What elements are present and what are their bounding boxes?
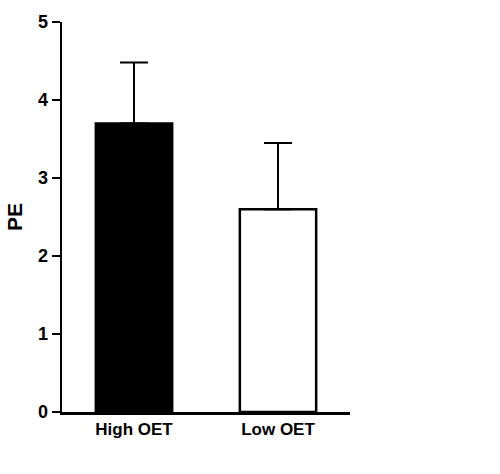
svg-text:Low OET: Low OET — [241, 420, 315, 439]
svg-text:4: 4 — [38, 90, 48, 110]
svg-text:3: 3 — [38, 168, 48, 188]
svg-text:0: 0 — [38, 402, 48, 422]
svg-text:1: 1 — [38, 324, 48, 344]
svg-text:PE: PE — [3, 203, 26, 231]
svg-text:High OET: High OET — [95, 420, 173, 439]
svg-text:5: 5 — [38, 12, 48, 32]
svg-text:2: 2 — [38, 246, 48, 266]
